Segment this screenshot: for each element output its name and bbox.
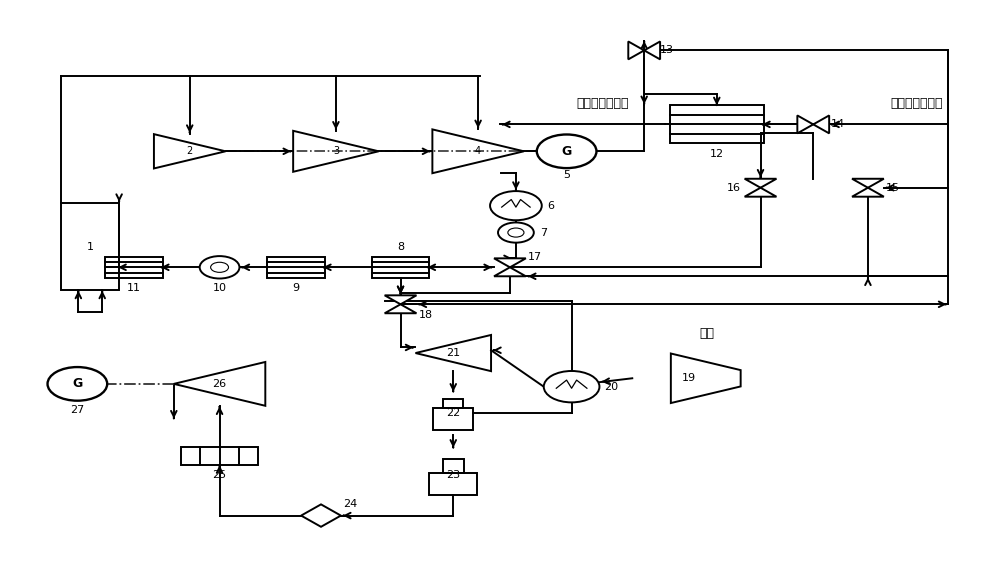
Bar	[443, 398, 463, 408]
Text: 2: 2	[187, 146, 193, 156]
Text: 7: 7	[540, 228, 547, 238]
Text: 22: 22	[446, 408, 460, 418]
Circle shape	[48, 367, 107, 401]
Text: 10: 10	[213, 283, 227, 293]
Polygon shape	[852, 179, 884, 188]
Circle shape	[200, 256, 239, 278]
Polygon shape	[385, 305, 416, 313]
Circle shape	[537, 135, 596, 168]
Text: 19: 19	[682, 373, 696, 383]
Bar	[61, 203, 119, 290]
Circle shape	[498, 222, 534, 243]
Text: 27: 27	[70, 405, 84, 415]
Text: 26: 26	[213, 379, 227, 389]
Text: 5: 5	[563, 170, 570, 181]
Bar	[670, 105, 764, 143]
Circle shape	[490, 191, 542, 220]
Polygon shape	[745, 188, 776, 197]
Bar	[433, 408, 473, 430]
Polygon shape	[797, 115, 813, 134]
Text: 15: 15	[886, 183, 900, 193]
Bar	[105, 256, 163, 278]
Bar	[429, 473, 477, 495]
Circle shape	[544, 371, 599, 402]
Text: 25: 25	[213, 470, 227, 480]
Text: 17: 17	[528, 252, 542, 261]
Text: 空气: 空气	[699, 327, 714, 340]
Text: 16: 16	[727, 183, 741, 193]
Text: 热网循环水供水: 热网循环水供水	[576, 97, 629, 110]
Polygon shape	[745, 179, 776, 188]
Text: 4: 4	[475, 146, 481, 156]
Text: 20: 20	[604, 381, 619, 392]
Polygon shape	[852, 188, 884, 197]
Bar	[267, 256, 325, 278]
Text: 9: 9	[293, 283, 300, 293]
Text: 18: 18	[418, 310, 433, 320]
Text: 8: 8	[397, 242, 404, 252]
Polygon shape	[644, 41, 660, 59]
Text: G: G	[562, 145, 572, 158]
Polygon shape	[494, 267, 526, 276]
Text: 21: 21	[446, 348, 460, 358]
Text: 热网循环水回水: 热网循环水回水	[890, 97, 943, 110]
Bar	[181, 447, 258, 465]
Text: 14: 14	[831, 119, 845, 130]
Text: 1: 1	[87, 242, 94, 251]
Polygon shape	[385, 295, 416, 305]
Polygon shape	[813, 115, 829, 134]
Text: 12: 12	[710, 149, 724, 159]
Text: 13: 13	[660, 45, 674, 55]
Bar	[443, 458, 464, 473]
Text: 6: 6	[548, 201, 555, 211]
Text: 11: 11	[127, 283, 141, 293]
Text: 23: 23	[446, 470, 460, 479]
Text: G: G	[72, 378, 82, 391]
Polygon shape	[628, 41, 644, 59]
Text: 3: 3	[333, 146, 339, 156]
Bar	[372, 256, 429, 278]
Text: 24: 24	[343, 499, 357, 509]
Polygon shape	[494, 258, 526, 267]
